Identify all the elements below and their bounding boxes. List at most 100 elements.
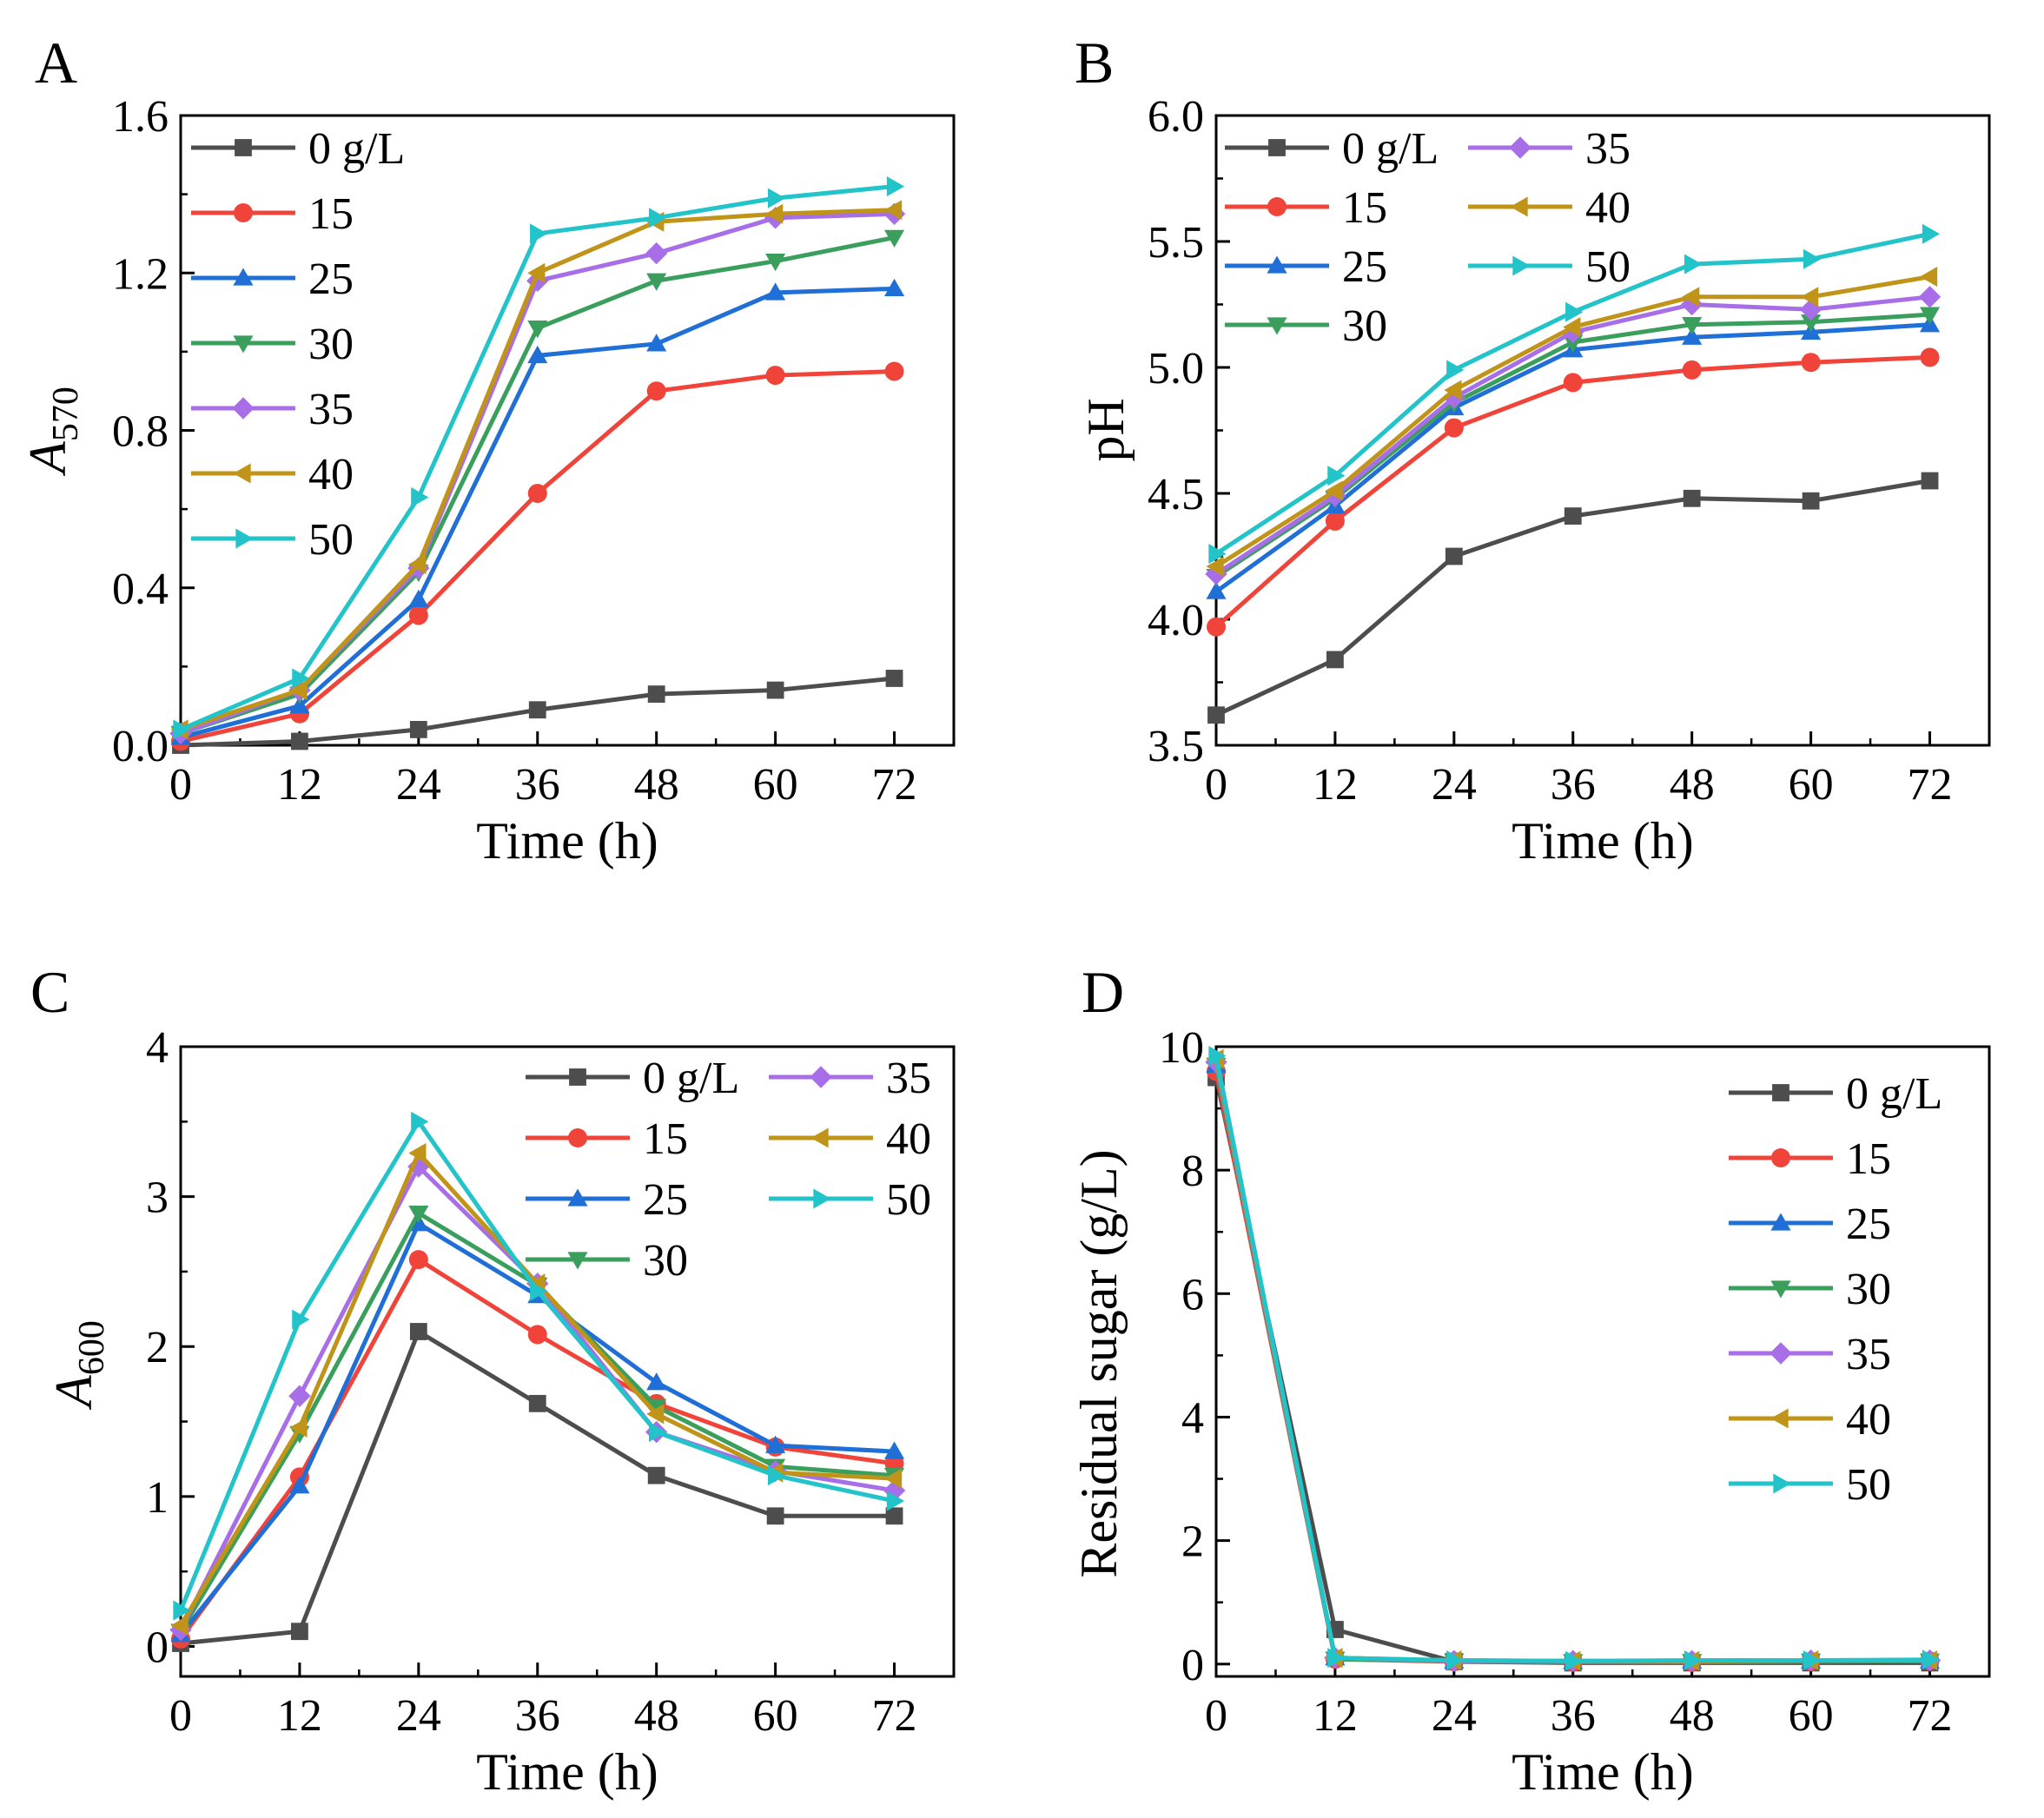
- data-point: [530, 223, 548, 244]
- legend-marker: [1267, 255, 1287, 274]
- y-tick-label: 0: [1181, 1641, 1204, 1690]
- legend-label: 15: [1342, 183, 1387, 233]
- data-point: [1206, 556, 1224, 577]
- data-point: [1205, 563, 1227, 585]
- legend-label: 25: [1342, 242, 1387, 292]
- legend-marker: [1512, 255, 1531, 276]
- x-tick-label: 72: [872, 760, 917, 810]
- data-point: [528, 1394, 546, 1412]
- data-point: [766, 1507, 784, 1525]
- data-point: [1922, 223, 1941, 244]
- x-tick-label: 72: [1908, 1691, 1953, 1741]
- legend-marker: [1268, 139, 1286, 156]
- data-point: [530, 1280, 548, 1301]
- legend-marker: [232, 397, 255, 420]
- legend-label: 50: [308, 515, 354, 565]
- data-point: [1208, 544, 1227, 565]
- data-point: [1919, 307, 1941, 325]
- x-tick-label: 60: [753, 760, 798, 810]
- data-point: [1446, 1649, 1465, 1671]
- legend-marker: [1769, 1342, 1792, 1365]
- data-point: [765, 1435, 786, 1453]
- legend-label: 40: [308, 450, 354, 499]
- data-point: [409, 720, 427, 738]
- legend-marker: [567, 1188, 588, 1206]
- y-tick-label: 2: [146, 1323, 169, 1372]
- y-tick-label: 0: [146, 1623, 169, 1672]
- legend-label: 30: [308, 320, 354, 369]
- data-point: [408, 589, 429, 608]
- x-tick-label: 0: [1205, 1691, 1227, 1741]
- y-tick-label: 4: [146, 1023, 169, 1073]
- data-point: [1326, 651, 1344, 669]
- legend-entry: 30: [191, 320, 354, 369]
- legend-marker: [1773, 1473, 1791, 1494]
- data-point: [886, 1491, 905, 1511]
- legend-entry: 50: [191, 515, 354, 565]
- data-point: [408, 1205, 429, 1224]
- data-point: [646, 1404, 665, 1425]
- data-point: [1445, 547, 1463, 565]
- data-point: [527, 262, 546, 283]
- legend-entry: 15: [1225, 183, 1387, 233]
- x-tick-label: 12: [1313, 760, 1358, 810]
- legend-marker: [233, 268, 254, 286]
- data-point: [288, 1385, 311, 1407]
- y-axis-label: pH: [1077, 398, 1134, 461]
- legend-marker: [569, 1068, 586, 1086]
- y-tick-label: 2: [1181, 1517, 1204, 1567]
- x-tick-label: 72: [872, 1691, 917, 1741]
- legend-label: 50: [1846, 1460, 1891, 1510]
- legend-entry: 0 g/L: [1729, 1069, 1942, 1119]
- data-point: [1565, 301, 1584, 322]
- data-point: [1801, 314, 1822, 333]
- data-point: [767, 188, 786, 208]
- data-point: [289, 696, 310, 714]
- data-point: [291, 732, 308, 750]
- x-tick-label: 36: [1551, 760, 1596, 810]
- data-point: [408, 1143, 427, 1164]
- data-point: [646, 381, 666, 401]
- data-point: [1682, 317, 1703, 335]
- y-tick-label: 8: [1181, 1147, 1204, 1196]
- x-tick-label: 24: [396, 1691, 441, 1741]
- data-point: [1325, 480, 1343, 501]
- legend-entry: 25: [526, 1175, 688, 1225]
- x-tick-label: 12: [1313, 1691, 1358, 1741]
- data-point: [1803, 1649, 1822, 1671]
- data-point: [765, 203, 784, 224]
- data-point: [291, 1623, 308, 1641]
- x-axis-label: Time (h): [476, 1743, 658, 1801]
- legend-label: 40: [886, 1114, 931, 1164]
- legend-marker: [1770, 1280, 1791, 1299]
- data-point: [765, 253, 786, 272]
- x-tick-label: 48: [1670, 1691, 1715, 1741]
- legend-entry: 50: [769, 1175, 931, 1225]
- data-point: [1563, 334, 1584, 353]
- data-point: [528, 701, 546, 719]
- legend-label: 0 g/L: [308, 124, 405, 174]
- x-tick-label: 60: [753, 1691, 798, 1741]
- x-tick-label: 24: [1432, 760, 1477, 810]
- data-point: [170, 1615, 189, 1636]
- x-tick-label: 36: [515, 760, 560, 810]
- y-axis-label-main: A: [19, 441, 76, 477]
- legend-entry: 30: [1225, 301, 1387, 351]
- y-tick-label: 1.6: [112, 92, 169, 142]
- data-point: [527, 1325, 547, 1345]
- data-point: [649, 208, 667, 228]
- y-tick-label: 0.8: [112, 407, 169, 457]
- legend-entry: 30: [1729, 1265, 1891, 1314]
- data-point: [408, 554, 427, 575]
- legend-entry: 40: [769, 1114, 931, 1164]
- x-tick-label: 12: [277, 1691, 322, 1741]
- y-tick-label: 10: [1159, 1023, 1204, 1073]
- legend-label: 30: [643, 1236, 688, 1286]
- panel-letter: B: [1075, 30, 1114, 96]
- legend-marker: [1770, 1213, 1791, 1231]
- y-axis-label-main: A: [45, 1375, 103, 1411]
- legend-entry: 0 g/L: [526, 1054, 739, 1103]
- data-point: [883, 1441, 905, 1459]
- data-point: [883, 278, 905, 297]
- legend-label: 30: [1342, 301, 1387, 351]
